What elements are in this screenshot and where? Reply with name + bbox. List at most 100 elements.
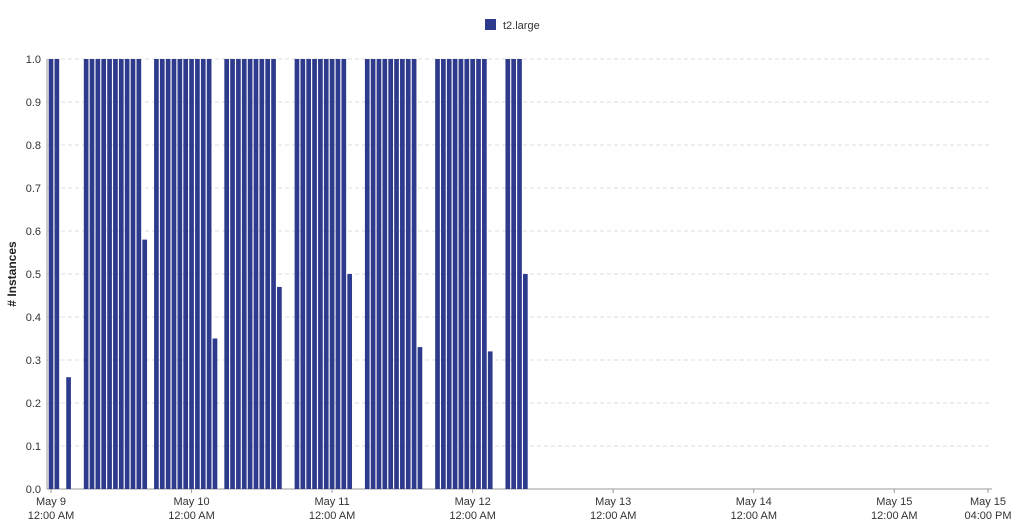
bar[interactable] (300, 59, 306, 489)
bar[interactable] (323, 59, 329, 489)
bar[interactable] (435, 59, 440, 489)
y-tick-label: 0.9 (26, 97, 41, 109)
bar[interactable] (265, 59, 271, 489)
x-tick-date: May 13 (595, 496, 631, 508)
x-tick: May 14 12:00 AM (731, 489, 777, 522)
legend-swatch (485, 19, 496, 30)
bar[interactable] (312, 59, 317, 489)
y-tick-label: 0.3 (26, 355, 41, 367)
bar[interactable] (189, 59, 194, 489)
bar[interactable] (370, 59, 376, 489)
bar[interactable] (364, 59, 370, 489)
bar[interactable] (405, 59, 411, 489)
x-tick: May 10 12:00 AM (168, 489, 215, 522)
x-tick-time: 12:00 AM (449, 510, 495, 522)
bar[interactable] (329, 59, 335, 489)
bar[interactable] (341, 59, 347, 489)
bar[interactable] (124, 59, 130, 489)
bar[interactable] (159, 59, 165, 489)
x-tick: May 9 12:00 AM (28, 489, 74, 522)
bar[interactable] (118, 59, 124, 489)
bar[interactable] (183, 59, 189, 489)
bar[interactable] (487, 351, 493, 489)
bar[interactable] (113, 59, 118, 489)
bar[interactable] (511, 59, 516, 489)
x-tick-time: 12:00 AM (309, 510, 355, 522)
bar[interactable] (200, 59, 206, 489)
x-tick-time: 12:00 AM (168, 510, 214, 522)
bar[interactable] (400, 59, 405, 489)
bar[interactable] (89, 59, 95, 489)
bar[interactable] (271, 59, 276, 489)
bar[interactable] (318, 59, 323, 489)
bar[interactable] (458, 59, 464, 489)
bar[interactable] (107, 59, 112, 489)
bar[interactable] (259, 59, 265, 489)
bar[interactable] (476, 59, 481, 489)
x-tick-date: May 15 (970, 496, 1006, 508)
bar[interactable] (464, 59, 470, 489)
bar[interactable] (417, 347, 423, 489)
bar-series-t2-large[interactable] (48, 59, 528, 490)
bar[interactable] (253, 59, 259, 489)
y-axis-title: # Instances (5, 241, 19, 307)
bar[interactable] (195, 59, 200, 489)
x-tick: May 11 12:00 AM (309, 489, 355, 522)
bar[interactable] (241, 59, 247, 489)
x-tick-time: 12:00 AM (731, 510, 777, 522)
bar[interactable] (517, 59, 522, 489)
x-tick-time: 12:00 AM (28, 510, 74, 522)
y-axis-ticks: 0.0 0.1 0.2 0.3 0.4 0.5 0.6 0.7 0.8 0.9 1.0 (26, 54, 41, 496)
bar[interactable] (382, 59, 388, 489)
bar[interactable] (154, 59, 159, 489)
bar[interactable] (470, 59, 475, 489)
bar[interactable] (48, 59, 54, 489)
x-tick-date: May 10 (174, 496, 210, 508)
bar[interactable] (523, 274, 528, 489)
bar[interactable] (206, 59, 212, 489)
bar[interactable] (171, 59, 177, 489)
x-tick-date: May 12 (455, 496, 491, 508)
y-tick-label: 0.0 (26, 484, 41, 496)
bar[interactable] (142, 239, 148, 489)
legend[interactable]: t2.large (485, 19, 540, 32)
bar[interactable] (277, 286, 282, 489)
x-axis-ticks: May 9 12:00 AM May 10 12:00 AM May 11 12:00 A… (28, 489, 1012, 522)
bar[interactable] (452, 59, 458, 489)
bar[interactable] (165, 59, 171, 489)
x-tick-date: May 11 (314, 496, 349, 508)
bar[interactable] (394, 59, 399, 489)
bar[interactable] (177, 59, 183, 489)
x-tick-time: 12:00 AM (871, 510, 917, 522)
bar[interactable] (347, 274, 353, 489)
bar[interactable] (224, 59, 230, 489)
bar[interactable] (446, 59, 452, 489)
bar[interactable] (236, 59, 241, 489)
bar[interactable] (294, 59, 300, 489)
bar[interactable] (83, 59, 89, 489)
bar[interactable] (247, 59, 253, 489)
bar[interactable] (411, 59, 417, 489)
x-tick: May 15 04:00 PM (964, 489, 1012, 522)
bar[interactable] (95, 59, 101, 489)
y-tick-label: 0.7 (26, 183, 41, 195)
bar[interactable] (441, 59, 446, 489)
bar[interactable] (66, 377, 71, 489)
bar[interactable] (54, 59, 60, 489)
bar[interactable] (101, 59, 107, 489)
bar[interactable] (335, 59, 341, 489)
x-tick-date: May 9 (36, 496, 66, 508)
bar[interactable] (212, 338, 218, 490)
bar[interactable] (306, 59, 312, 489)
bar[interactable] (130, 59, 136, 489)
x-tick: May 13 12:00 AM (590, 489, 636, 522)
y-tick-label: 0.8 (26, 140, 41, 152)
bar[interactable] (482, 59, 487, 489)
bar[interactable] (230, 59, 235, 489)
bar[interactable] (136, 59, 142, 489)
bar[interactable] (388, 59, 394, 489)
bar[interactable] (376, 59, 382, 489)
x-tick-time: 04:00 PM (964, 510, 1011, 522)
bar[interactable] (505, 59, 511, 489)
